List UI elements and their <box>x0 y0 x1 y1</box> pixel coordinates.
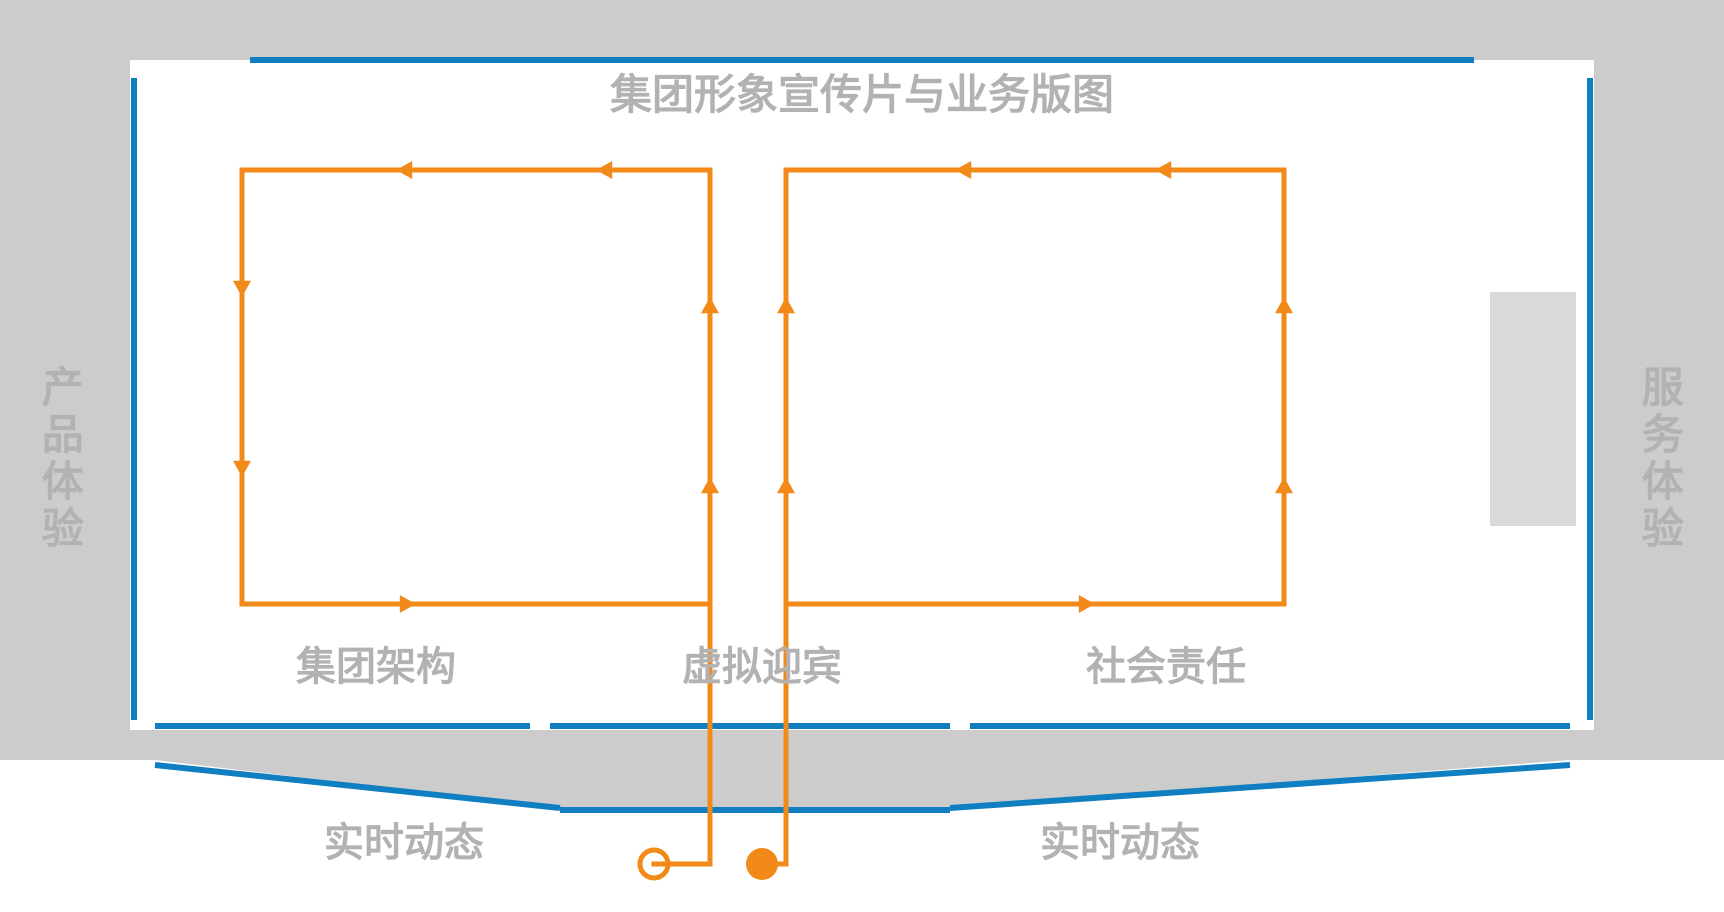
bg-top <box>0 0 1724 60</box>
label-lower_r: 实时动态 <box>820 820 1420 866</box>
room-white <box>130 60 1594 730</box>
label-br: 社会责任 <box>866 644 1466 690</box>
label-lower_l: 实时动态 <box>104 820 704 866</box>
label-right: 服务体验 <box>1635 365 1683 553</box>
right-inset-panel <box>1490 292 1576 526</box>
diagram-svg <box>0 0 1724 912</box>
bg-lower-band <box>0 730 1724 808</box>
label-left: 产品体验 <box>35 365 83 553</box>
label-top: 集团形象宣传片与业务版图 <box>562 71 1162 119</box>
